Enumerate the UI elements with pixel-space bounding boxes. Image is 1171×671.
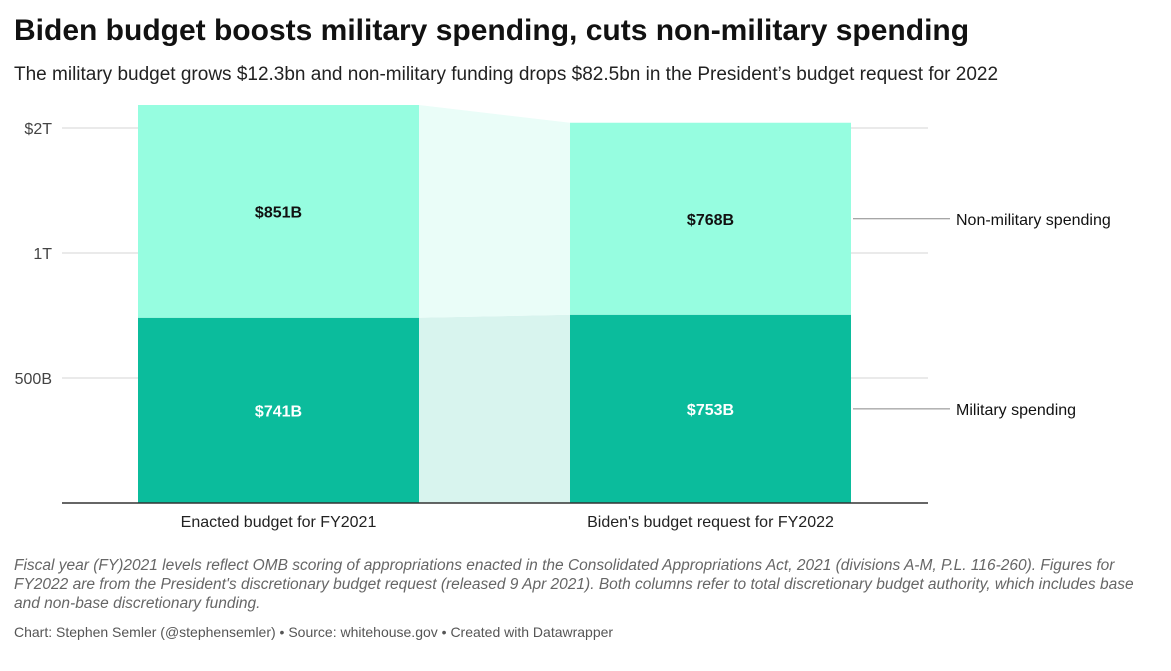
legend-label-0: Military spending [956,402,1076,419]
connector-0 [419,314,570,503]
x-category-label-0: Enacted budget for FY2021 [181,514,377,531]
legend-label-1: Non-military spending [956,212,1111,229]
y-tick-label-1: 1T [33,246,52,263]
bar-value-label-0-1: $851B [255,204,302,221]
axis: 500B 1T $2T Enacted budget for FY2021 Biden'… [15,121,928,531]
series-legend: Military spending Non-military spending [853,212,1111,419]
chart-subtitle: The military budget grows $12.3bn and no… [14,64,999,85]
stacked-bar-chart: $741B $851B $753B $768B 500B 1T $2T Enacted bu… [15,105,1111,531]
bar-segment-0-0 [138,317,419,503]
chart-title: Biden budget boosts military spending, c… [14,14,970,47]
chart-byline: Chart: Stephen Semler (@stephensemler) •… [14,624,614,640]
bar-connectors [419,105,570,503]
bar-value-label-1-1: $768B [687,212,734,229]
bars [138,105,851,503]
y-tick-label-2: $2T [24,121,52,138]
chart-notes: Fiscal year (FY)2021 levels reflect OMB … [14,557,1134,612]
connector-1 [419,105,570,318]
bar-value-label-1-0: $753B [687,402,734,419]
bar-value-labels: $741B $851B $753B $768B [255,204,734,420]
y-tick-label-0: 500B [15,371,52,388]
x-category-label-1: Biden's budget request for FY2022 [587,514,834,531]
bar-segment-0-1 [138,105,419,318]
bar-segment-1-1 [570,122,851,315]
bar-value-label-0-0: $741B [255,403,302,420]
bar-segment-1-0 [570,314,851,503]
